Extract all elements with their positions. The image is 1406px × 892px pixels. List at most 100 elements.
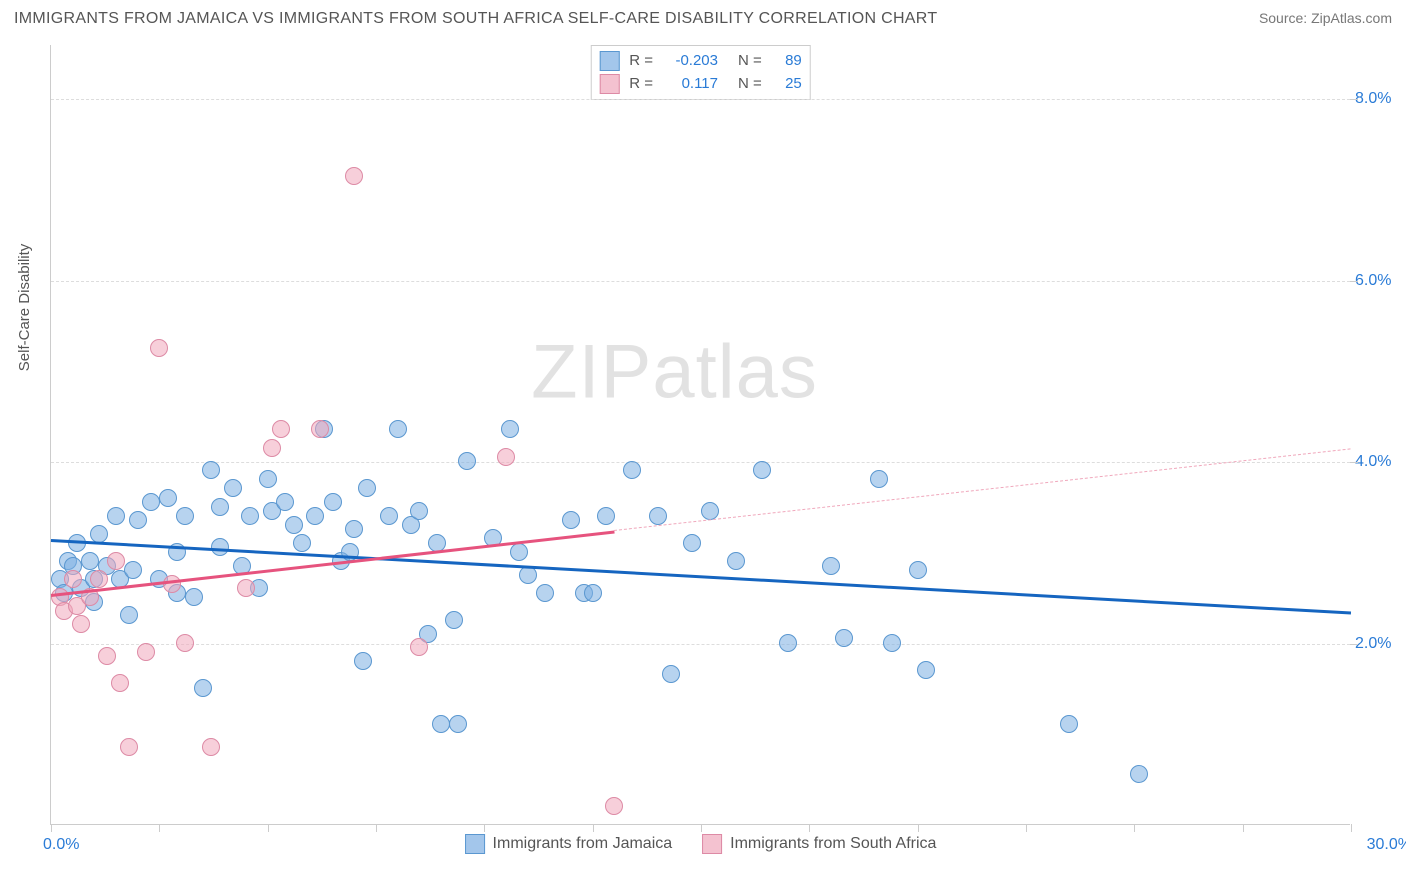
y-tick-mark [1350, 462, 1358, 463]
legend-swatch [599, 51, 619, 71]
data-point [241, 507, 259, 525]
data-point [536, 584, 554, 602]
correlation-legend: R = -0.203 N = 89R = 0.117 N = 25 [590, 45, 811, 100]
legend-swatch [599, 74, 619, 94]
x-axis-min-label: 0.0% [43, 836, 79, 854]
data-point [129, 511, 147, 529]
legend-r-label: R = [629, 73, 653, 96]
data-point [64, 570, 82, 588]
x-tick-mark [1243, 824, 1244, 832]
legend-row: R =-0.203N =89 [599, 50, 802, 73]
data-point [107, 507, 125, 525]
data-point [389, 420, 407, 438]
series-legend-item: Immigrants from South Africa [702, 834, 936, 854]
data-point [380, 507, 398, 525]
data-point [194, 679, 212, 697]
legend-r-value: 0.117 [663, 73, 718, 96]
data-point [81, 552, 99, 570]
y-tick-mark [1350, 644, 1358, 645]
data-point [137, 643, 155, 661]
x-tick-mark [159, 824, 160, 832]
data-point [597, 507, 615, 525]
legend-r-label: R = [629, 50, 653, 73]
data-point [870, 470, 888, 488]
data-point [324, 493, 342, 511]
legend-swatch [702, 834, 722, 854]
data-point [107, 552, 125, 570]
data-point [605, 797, 623, 815]
data-point [276, 493, 294, 511]
legend-n-label: N = [738, 73, 762, 96]
data-point [224, 479, 242, 497]
data-point [90, 525, 108, 543]
data-point [358, 479, 376, 497]
data-point [293, 534, 311, 552]
legend-r-value: -0.203 [663, 50, 718, 73]
data-point [263, 439, 281, 457]
x-tick-mark [51, 824, 52, 832]
data-point [410, 502, 428, 520]
y-tick-label: 4.0% [1355, 453, 1406, 471]
legend-swatch [465, 834, 485, 854]
y-tick-mark [1350, 281, 1358, 282]
data-point [445, 611, 463, 629]
data-point [562, 511, 580, 529]
data-point [176, 507, 194, 525]
data-point [345, 167, 363, 185]
data-point [345, 520, 363, 538]
x-tick-mark [1351, 824, 1352, 832]
trend-line [51, 539, 1351, 614]
legend-n-value: 25 [772, 73, 802, 96]
data-point [835, 629, 853, 647]
data-point [458, 452, 476, 470]
chart-title: IMMIGRANTS FROM JAMAICA VS IMMIGRANTS FR… [14, 10, 937, 28]
watermark: ZIPatlas [531, 329, 818, 416]
gridline [51, 644, 1350, 645]
data-point [211, 498, 229, 516]
data-point [90, 570, 108, 588]
data-point [163, 575, 181, 593]
series-legend-item: Immigrants from Jamaica [465, 834, 673, 854]
data-point [1060, 715, 1078, 733]
data-point [584, 584, 602, 602]
data-point [510, 543, 528, 561]
data-point [150, 339, 168, 357]
x-tick-mark [268, 824, 269, 832]
trend-line-extrapolated [614, 449, 1351, 532]
data-point [623, 461, 641, 479]
x-tick-mark [1026, 824, 1027, 832]
x-tick-mark [593, 824, 594, 832]
data-point [683, 534, 701, 552]
x-tick-mark [1134, 824, 1135, 832]
data-point [120, 606, 138, 624]
data-point [449, 715, 467, 733]
series-name: Immigrants from Jamaica [493, 835, 673, 853]
y-tick-label: 2.0% [1355, 635, 1406, 653]
series-legend: Immigrants from Jamaica Immigrants from S… [465, 834, 937, 854]
data-point [259, 470, 277, 488]
x-tick-mark [484, 824, 485, 832]
y-tick-mark [1350, 99, 1358, 100]
data-point [202, 461, 220, 479]
data-point [142, 493, 160, 511]
y-axis-title: Self-Care Disability [16, 243, 33, 371]
x-tick-mark [809, 824, 810, 832]
data-point [779, 634, 797, 652]
data-point [649, 507, 667, 525]
data-point [432, 715, 450, 733]
data-point [501, 420, 519, 438]
legend-row: R = 0.117 N = 25 [599, 73, 802, 96]
data-point [1130, 765, 1148, 783]
y-tick-label: 8.0% [1355, 90, 1406, 108]
data-point [701, 502, 719, 520]
data-point [883, 634, 901, 652]
gridline [51, 99, 1350, 100]
gridline [51, 462, 1350, 463]
x-tick-mark [918, 824, 919, 832]
legend-n-value: 89 [772, 50, 802, 73]
data-point [159, 489, 177, 507]
data-point [306, 507, 324, 525]
data-point [120, 738, 138, 756]
data-point [176, 634, 194, 652]
data-point [822, 557, 840, 575]
